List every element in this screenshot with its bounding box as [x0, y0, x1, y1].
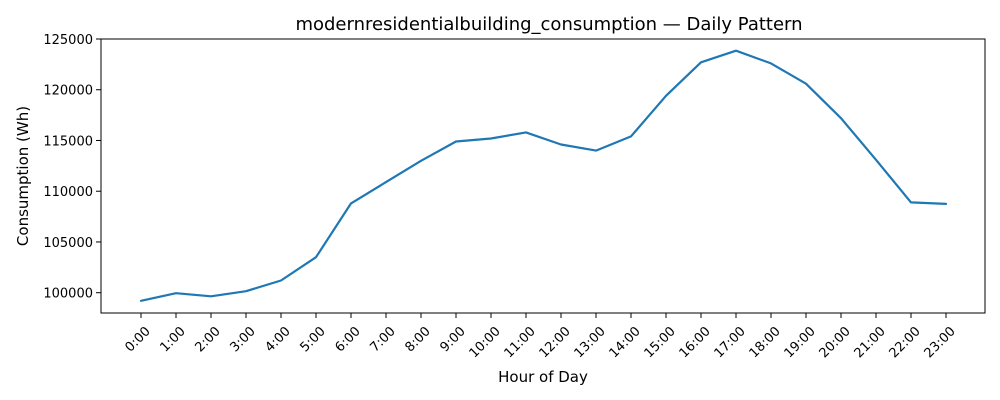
y-tick-label: 105000	[43, 236, 93, 251]
y-tick-label: 115000	[43, 134, 93, 149]
chart-title: modernresidentialbuilding_consumption — …	[295, 14, 802, 35]
series-line	[139, 49, 948, 302]
y-tick-label: 100000	[43, 287, 93, 302]
y-axis: 100000 105000 110000 115000 120000 125000	[43, 33, 101, 302]
y-tick-label: 120000	[43, 84, 93, 99]
x-axis-label: Hour of Day	[498, 368, 588, 386]
plot-area	[139, 49, 948, 302]
y-axis-label: Consumption (Wh)	[14, 106, 32, 246]
y-tick-label: 110000	[43, 185, 93, 200]
y-tick-label: 125000	[43, 33, 93, 48]
plot-frame	[100, 38, 986, 314]
